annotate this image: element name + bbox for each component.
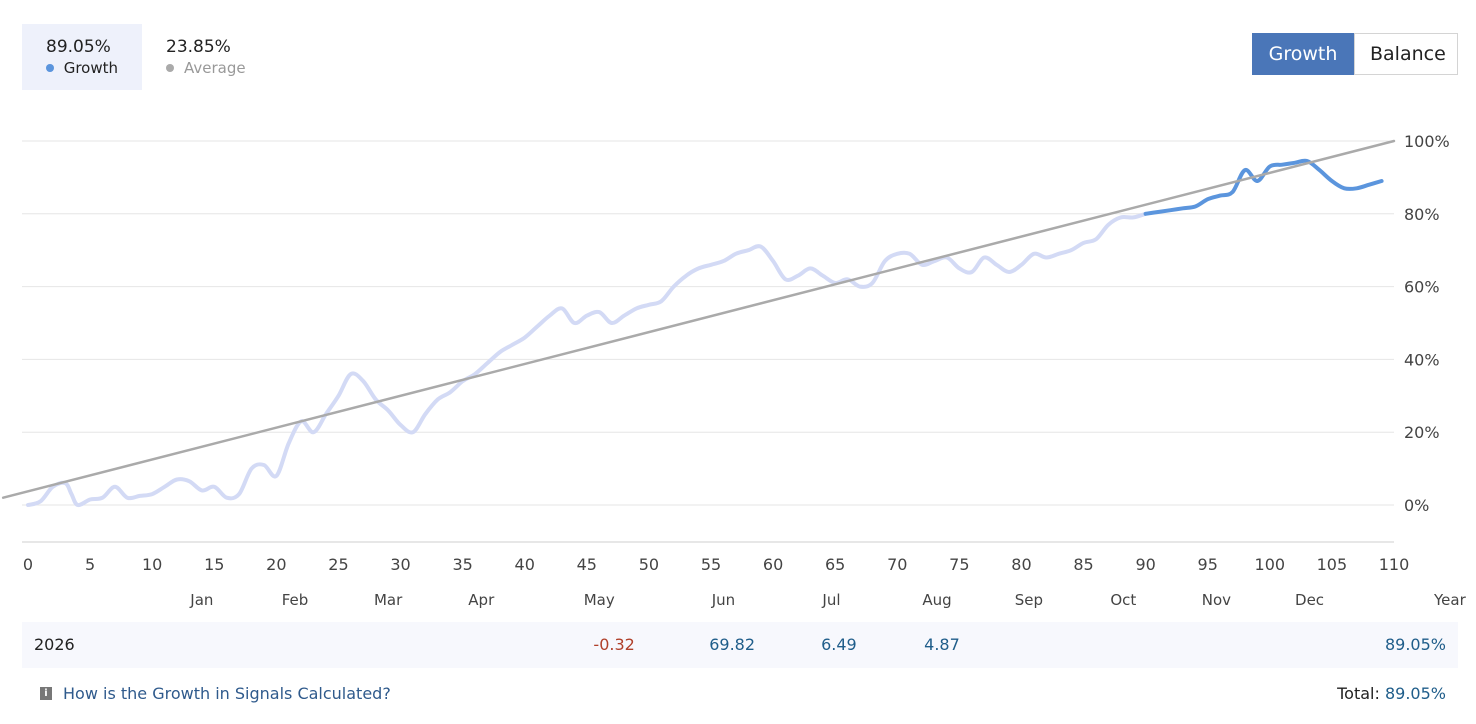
average-line	[1, 139, 1396, 499]
average-value: 23.85%	[166, 37, 231, 57]
growth-dot-icon	[46, 64, 54, 72]
y-tick-label: 60%	[1404, 278, 1440, 297]
growth-chart: 0% 20% 40% 60% 80% 100% 0 5 10 15 20 25 30 35 40 45 50 55…	[1, 132, 1467, 609]
x-tick-label: 55	[701, 555, 721, 574]
summary-month-value: 6.49	[821, 635, 857, 654]
x-tick-label: 0	[23, 555, 33, 574]
legend-growth[interactable]: 89.05% Growth	[22, 24, 142, 90]
total-value: 89.05%	[1384, 684, 1446, 703]
summary-row: 2026 89.05% -0.32 69.82 6.49 4.87	[22, 622, 1458, 668]
x-tick-label: 20	[266, 555, 286, 574]
x-tick-label: 35	[452, 555, 472, 574]
chart-toggle: Growth Balance	[1252, 33, 1458, 75]
month-label: Feb	[282, 591, 309, 609]
month-label: Jan	[189, 591, 213, 609]
month-label: Jun	[711, 591, 735, 609]
legend-average[interactable]: 23.85% Average	[142, 24, 282, 90]
x-tick-label: 90	[1135, 555, 1155, 574]
footer-total: Total: 89.05%	[1337, 684, 1446, 703]
y-tick-label: 0%	[1404, 496, 1429, 515]
growth-history-line	[26, 211, 1148, 508]
balance-button[interactable]: Balance	[1354, 33, 1458, 75]
growth-value: 89.05%	[46, 37, 111, 57]
x-tick-label: 15	[204, 555, 224, 574]
y-tick-label: 100%	[1404, 132, 1450, 151]
x-tick-label: 70	[887, 555, 907, 574]
month-label: Sep	[1015, 591, 1043, 609]
y-tick-label: 40%	[1404, 350, 1440, 369]
y-tick-label: 80%	[1404, 205, 1440, 224]
x-tick-label: 10	[142, 555, 162, 574]
x-tick-label: 40	[515, 555, 535, 574]
average-dot-icon	[166, 64, 174, 72]
x-tick-label: 100	[1255, 555, 1286, 574]
growth-label: Growth	[63, 59, 118, 77]
x-tick-label: 95	[1198, 555, 1218, 574]
month-label: May	[584, 591, 615, 609]
x-tick-label: 5	[85, 555, 95, 574]
growth-recent-line	[1143, 158, 1384, 216]
summary-month-value: 4.87	[924, 635, 960, 654]
summary-month-value: -0.32	[593, 635, 635, 654]
x-tick-label: 50	[639, 555, 659, 574]
x-tick-label: 105	[1317, 555, 1348, 574]
summary-year: 2026	[34, 635, 75, 654]
x-tick-label: 65	[825, 555, 845, 574]
month-label: Aug	[922, 591, 951, 609]
x-tick-label: 110	[1379, 555, 1410, 574]
x-tick-label: 25	[328, 555, 348, 574]
month-label: Mar	[374, 591, 403, 609]
help-link[interactable]: How is the Growth in Signals Calculated?	[63, 684, 391, 703]
summary-total: 89.05%	[1384, 635, 1446, 654]
month-label: Dec	[1295, 591, 1324, 609]
footer-help: i How is the Growth in Signals Calculate…	[40, 684, 391, 703]
info-icon: i	[40, 687, 52, 700]
summary-month-value: 69.82	[709, 635, 756, 654]
x-tick-label: 60	[763, 555, 783, 574]
x-tick-label: 80	[1011, 555, 1031, 574]
x-tick-label: 30	[390, 555, 410, 574]
month-label: Year	[1433, 591, 1467, 609]
x-tick-label: 85	[1073, 555, 1093, 574]
total-label: Total:	[1337, 684, 1380, 703]
x-tick-label: 45	[577, 555, 597, 574]
x-tick-label: 75	[949, 555, 969, 574]
month-label: Apr	[468, 591, 495, 609]
growth-button[interactable]: Growth	[1252, 33, 1354, 75]
average-label: Average	[184, 59, 246, 77]
month-label: Oct	[1110, 591, 1136, 609]
month-label: Jul	[821, 591, 840, 609]
y-tick-label: 20%	[1404, 423, 1440, 442]
month-label: Nov	[1202, 591, 1231, 609]
